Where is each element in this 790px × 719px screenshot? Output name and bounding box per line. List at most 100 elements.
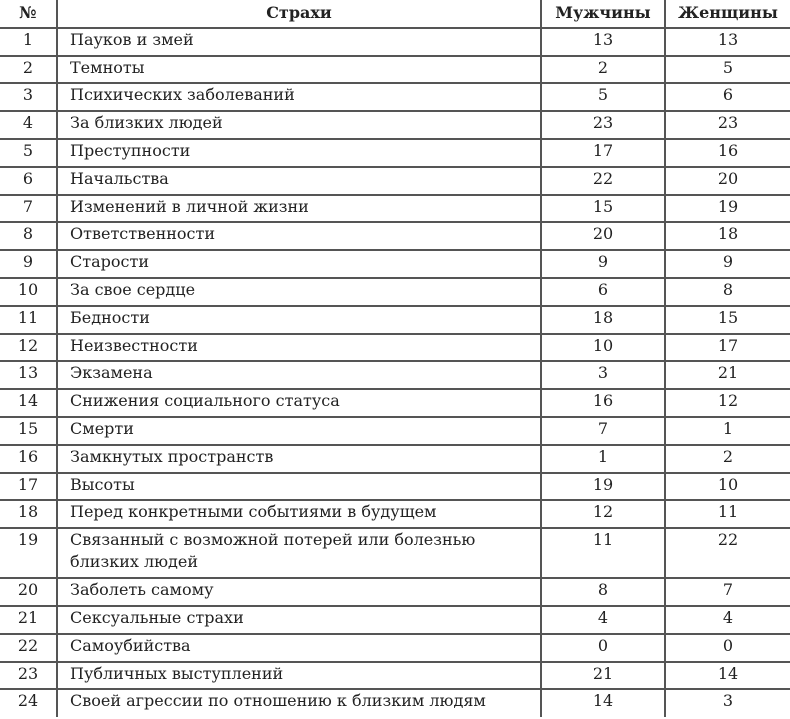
women-value: 17 xyxy=(664,332,790,363)
table-row: 23 Публичных выступлений 21 14 xyxy=(0,660,790,691)
row-number: 8 xyxy=(0,221,58,252)
header-number: № xyxy=(0,0,58,29)
table-row: 7 Изменений в личной жизни 15 19 xyxy=(0,193,790,224)
women-value: 4 xyxy=(664,604,790,635)
women-value: 16 xyxy=(664,137,790,168)
women-value: 20 xyxy=(664,165,790,196)
men-value: 9 xyxy=(540,249,666,279)
women-value: 22 xyxy=(664,527,790,580)
table-row: 8 Ответственности 20 18 xyxy=(0,221,790,252)
row-number: 15 xyxy=(0,415,58,446)
row-number: 9 xyxy=(0,249,58,279)
table-row: 10 За свое сердце 6 8 xyxy=(0,276,790,307)
row-number: 23 xyxy=(0,660,58,691)
header-fears: Страхи xyxy=(56,0,542,29)
table-row: 20 Заболеть самому 8 7 xyxy=(0,577,790,607)
row-number: 20 xyxy=(0,577,58,607)
women-value: 23 xyxy=(664,110,790,140)
table-row: 16 Замкнутых пространств 1 2 xyxy=(0,443,790,474)
fear-name: Преступности xyxy=(56,137,542,168)
men-value: 17 xyxy=(540,137,666,168)
row-number: 11 xyxy=(0,304,58,335)
fear-name: Заболеть самому xyxy=(56,577,542,607)
women-value: 12 xyxy=(664,388,790,418)
men-value: 4 xyxy=(540,604,666,635)
men-value: 12 xyxy=(540,499,666,530)
women-value: 19 xyxy=(664,193,790,224)
row-number: 3 xyxy=(0,82,58,113)
header-row: № Страхи Мужчины Женщины xyxy=(0,0,790,29)
row-number: 10 xyxy=(0,276,58,307)
table-row: 11 Бедности 18 15 xyxy=(0,304,790,335)
table-body: 1 Пауков и змей 13 13 2 Темноты 2 5 3 Психических… xyxy=(0,26,790,718)
women-value: 15 xyxy=(664,304,790,335)
fear-name: Сексуальные страхи xyxy=(56,604,542,635)
row-number: 12 xyxy=(0,332,58,363)
men-value: 10 xyxy=(540,332,666,363)
women-value: 18 xyxy=(664,221,790,252)
women-value: 7 xyxy=(664,577,790,607)
women-value: 8 xyxy=(664,276,790,307)
row-number: 24 xyxy=(0,688,58,718)
fear-name: Психических заболеваний xyxy=(56,82,542,113)
fear-name: Неизвестности xyxy=(56,332,542,363)
row-number: 1 xyxy=(0,26,58,57)
fear-name: Изменений в личной жизни xyxy=(56,193,542,224)
women-value: 11 xyxy=(664,499,790,530)
table-row: 9 Старости 9 9 xyxy=(0,249,790,279)
fear-name: Ответственности xyxy=(56,221,542,252)
row-number: 21 xyxy=(0,604,58,635)
men-value: 23 xyxy=(540,110,666,140)
table-row: 22 Самоубийства 0 0 xyxy=(0,632,790,663)
men-value: 8 xyxy=(540,577,666,607)
fear-name: Публичных выступлений xyxy=(56,660,542,691)
women-value: 3 xyxy=(664,688,790,718)
table-row: 21 Сексуальные страхи 4 4 xyxy=(0,604,790,635)
women-value: 14 xyxy=(664,660,790,691)
row-number: 19 xyxy=(0,527,58,580)
row-number: 2 xyxy=(0,54,58,85)
men-value: 20 xyxy=(540,221,666,252)
table-row: 5 Преступности 17 16 xyxy=(0,137,790,168)
table-row: 17 Высоты 19 10 xyxy=(0,471,790,502)
men-value: 1 xyxy=(540,443,666,474)
men-value: 19 xyxy=(540,471,666,502)
row-number: 4 xyxy=(0,110,58,140)
table-row: 4 За близких людей 23 23 xyxy=(0,110,790,140)
row-number: 18 xyxy=(0,499,58,530)
fear-name: Перед конкретными событиями в будущем xyxy=(56,499,542,530)
men-value: 15 xyxy=(540,193,666,224)
row-number: 7 xyxy=(0,193,58,224)
row-number: 17 xyxy=(0,471,58,502)
fear-name: Старости xyxy=(56,249,542,279)
table-row: 14 Снижения социального статуса 16 12 xyxy=(0,388,790,418)
row-number: 22 xyxy=(0,632,58,663)
women-value: 5 xyxy=(664,54,790,85)
table-row: 13 Экзамена 3 21 xyxy=(0,360,790,391)
men-value: 3 xyxy=(540,360,666,391)
women-value: 0 xyxy=(664,632,790,663)
fear-name: За свое сердце xyxy=(56,276,542,307)
fear-name: За близких людей xyxy=(56,110,542,140)
men-value: 16 xyxy=(540,388,666,418)
row-number: 14 xyxy=(0,388,58,418)
fear-name: Снижения социального статуса xyxy=(56,388,542,418)
header-women: Женщины xyxy=(664,0,790,29)
women-value: 13 xyxy=(664,26,790,57)
women-value: 2 xyxy=(664,443,790,474)
table-row: 3 Психических заболеваний 5 6 xyxy=(0,82,790,113)
men-value: 14 xyxy=(540,688,666,718)
fear-name: Высоты xyxy=(56,471,542,502)
table-row: 24 Своей агрессии по отношению к близким … xyxy=(0,688,790,718)
men-value: 21 xyxy=(540,660,666,691)
row-number: 5 xyxy=(0,137,58,168)
fear-name: Самоубийства xyxy=(56,632,542,663)
fear-name: Смерти xyxy=(56,415,542,446)
men-value: 18 xyxy=(540,304,666,335)
row-number: 16 xyxy=(0,443,58,474)
men-value: 5 xyxy=(540,82,666,113)
men-value: 22 xyxy=(540,165,666,196)
table-row: 19 Связанный с возможной потерей или боле… xyxy=(0,527,790,580)
men-value: 13 xyxy=(540,26,666,57)
